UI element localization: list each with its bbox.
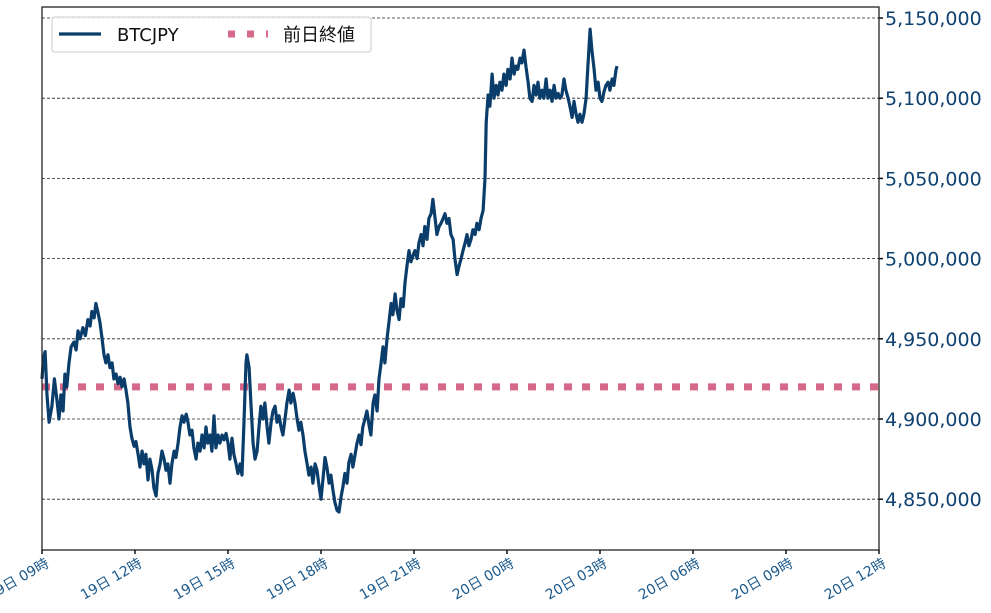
y-tick-label: 4,950,000 (885, 329, 982, 351)
legend-btcjpy-label: BTCJPY (117, 25, 180, 46)
x-tick-label: 20日 09時 (729, 556, 796, 604)
y-tick-label: 5,150,000 (885, 8, 982, 30)
y-tick-label: 4,850,000 (885, 489, 982, 511)
x-tick-label: 19日 12時 (78, 556, 145, 604)
btcjpy-price-line (40, 27, 619, 514)
x-tick-label: 20日 12時 (822, 556, 889, 604)
legend-box (51, 16, 372, 53)
x-tick-label: 20日 06時 (636, 556, 703, 604)
x-tick-label: 19日 09時 (0, 556, 52, 604)
legend-prev-close-label: 前日終値 (283, 25, 355, 46)
x-tick-label: 20日 03時 (543, 556, 610, 604)
x-tick-label: 20日 00時 (450, 556, 517, 604)
legend: BTCJPY 前日終値 (51, 16, 372, 53)
x-tick-label: 19日 15時 (171, 556, 238, 604)
y-tick-label: 5,000,000 (885, 249, 982, 271)
y-tick-label: 5,100,000 (885, 88, 982, 110)
x-tick-label: 19日 21時 (357, 556, 424, 604)
y-axis: 4,850,000 4,900,000 4,950,000 5,000,000 5,05… (879, 8, 982, 511)
y-tick-label: 4,900,000 (885, 409, 982, 431)
x-tick-label: 19日 18時 (264, 556, 331, 604)
plot-frame (41, 6, 880, 551)
y-tick-label: 5,050,000 (885, 168, 982, 190)
x-axis: 19日 09時 19日 12時 19日 15時 19日 18時 19日 21時 20日 0… (0, 550, 889, 604)
y-gridlines (42, 17, 879, 500)
